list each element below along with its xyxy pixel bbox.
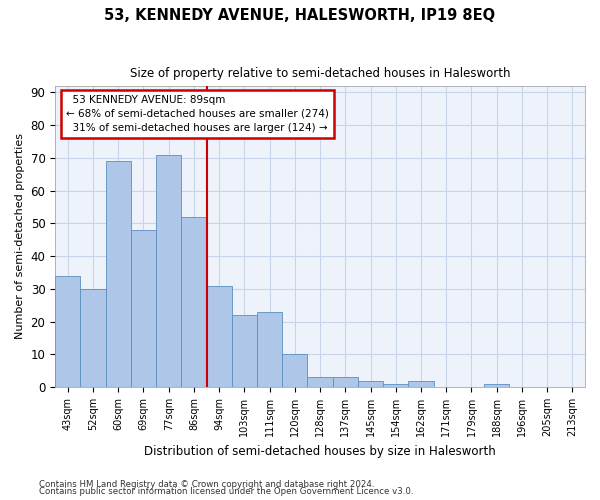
Bar: [80, 289, 106, 387]
Bar: [307, 377, 332, 387]
Bar: [409, 380, 434, 387]
X-axis label: Distribution of semi-detached houses by size in Halesworth: Distribution of semi-detached houses by …: [144, 444, 496, 458]
Bar: [332, 377, 358, 387]
Bar: [181, 217, 206, 387]
Y-axis label: Number of semi-detached properties: Number of semi-detached properties: [15, 134, 25, 340]
Bar: [55, 276, 80, 387]
Text: 53 KENNEDY AVENUE: 89sqm
← 68% of semi-detached houses are smaller (274)
  31% o: 53 KENNEDY AVENUE: 89sqm ← 68% of semi-d…: [66, 95, 329, 133]
Bar: [282, 354, 307, 387]
Bar: [257, 312, 282, 387]
Bar: [484, 384, 509, 387]
Bar: [156, 154, 181, 387]
Bar: [383, 384, 409, 387]
Bar: [232, 315, 257, 387]
Bar: [358, 380, 383, 387]
Bar: [206, 286, 232, 387]
Text: 53, KENNEDY AVENUE, HALESWORTH, IP19 8EQ: 53, KENNEDY AVENUE, HALESWORTH, IP19 8EQ: [104, 8, 496, 22]
Bar: [106, 161, 131, 387]
Title: Size of property relative to semi-detached houses in Halesworth: Size of property relative to semi-detach…: [130, 68, 511, 80]
Bar: [131, 230, 156, 387]
Text: Contains public sector information licensed under the Open Government Licence v3: Contains public sector information licen…: [39, 487, 413, 496]
Text: Contains HM Land Registry data © Crown copyright and database right 2024.: Contains HM Land Registry data © Crown c…: [39, 480, 374, 489]
